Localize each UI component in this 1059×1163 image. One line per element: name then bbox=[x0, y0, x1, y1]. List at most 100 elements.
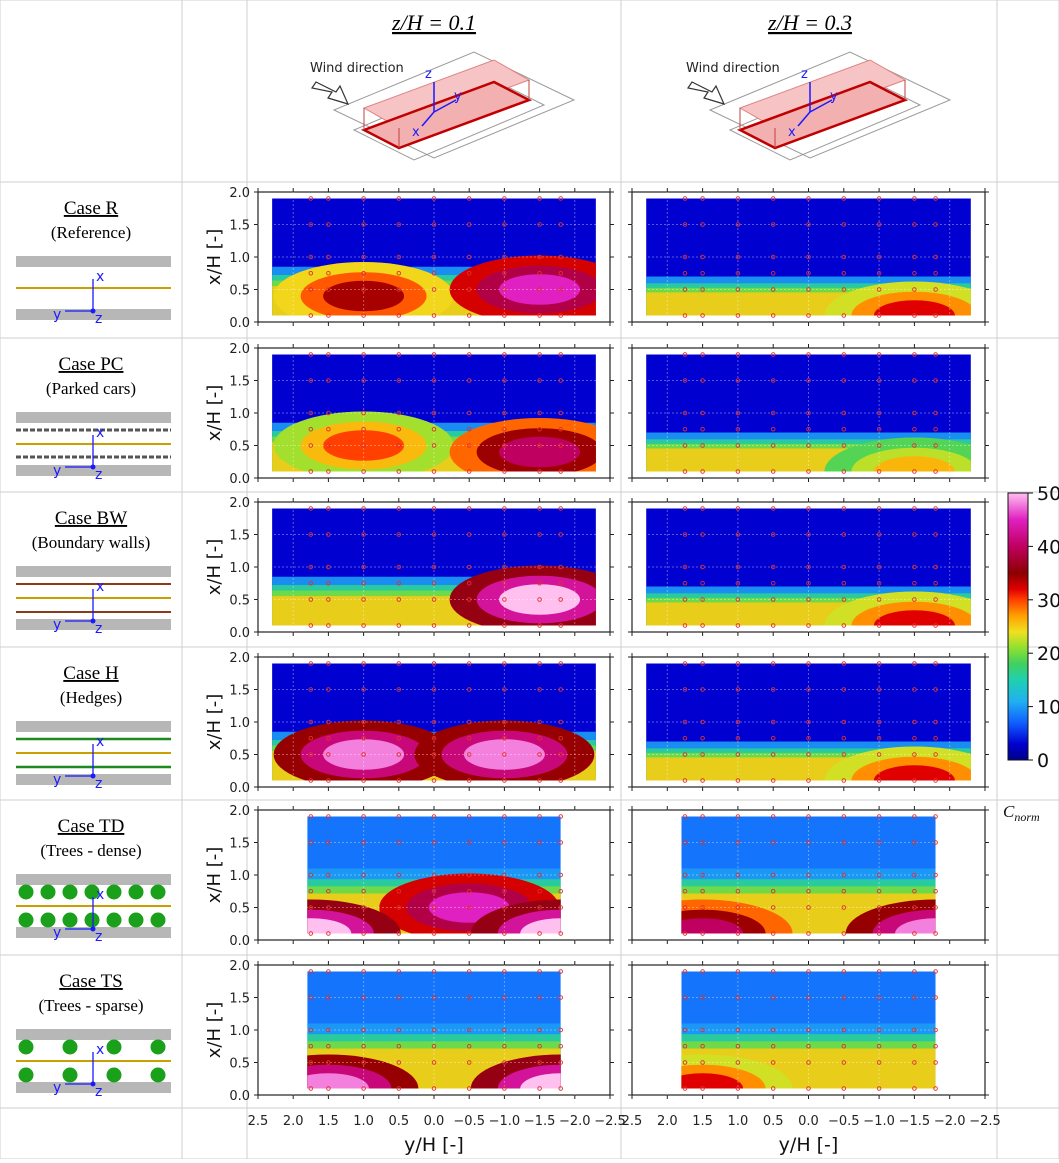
sample-point bbox=[326, 840, 331, 845]
xtick-label: 1.0 bbox=[728, 1114, 749, 1129]
z-axis-label: z bbox=[801, 67, 808, 82]
sample-point bbox=[806, 271, 811, 276]
sample-point bbox=[326, 532, 331, 537]
sample-point bbox=[806, 752, 811, 757]
sample-point bbox=[806, 378, 811, 383]
sample-point bbox=[326, 889, 331, 894]
sample-point bbox=[326, 969, 331, 974]
sample-point bbox=[682, 736, 688, 741]
sample-point bbox=[431, 778, 437, 783]
sample-point bbox=[558, 623, 563, 628]
sample-point bbox=[735, 287, 741, 292]
sample-point bbox=[502, 271, 507, 276]
sample-point bbox=[700, 410, 705, 416]
sample-point bbox=[876, 564, 882, 570]
y-axis-label: y bbox=[53, 772, 61, 788]
heatmap-Case-TS-z0.3 bbox=[628, 961, 989, 1099]
sample-point bbox=[700, 469, 705, 474]
sample-point bbox=[806, 969, 811, 974]
field-peak bbox=[872, 909, 936, 934]
xtick-label: 0.0 bbox=[798, 1114, 819, 1129]
sample-point bbox=[537, 778, 542, 783]
sample-point bbox=[431, 1027, 437, 1033]
sample-point bbox=[558, 736, 563, 741]
sample-point bbox=[396, 564, 402, 570]
sample-point bbox=[502, 352, 507, 357]
sample-point bbox=[431, 872, 437, 878]
sample-point bbox=[933, 736, 938, 741]
sample-point bbox=[308, 532, 314, 537]
ylabel: x/H [-] bbox=[204, 1002, 225, 1059]
sample-point bbox=[841, 532, 847, 537]
sample-point bbox=[502, 597, 507, 602]
sample-point bbox=[876, 995, 882, 1000]
sample-point bbox=[361, 597, 366, 602]
sample-point bbox=[841, 778, 847, 783]
sample-point bbox=[682, 352, 688, 357]
tree-icon bbox=[18, 912, 34, 928]
sample-point bbox=[912, 597, 917, 602]
sample-point bbox=[431, 814, 437, 819]
sample-point bbox=[841, 1060, 847, 1065]
sample-point bbox=[466, 427, 472, 432]
ytick-label: 1.0 bbox=[229, 251, 250, 266]
sample-point bbox=[361, 995, 366, 1000]
sample-point bbox=[806, 222, 811, 227]
sample-point bbox=[876, 287, 882, 292]
sample-point bbox=[396, 872, 402, 878]
sample-point bbox=[361, 313, 366, 318]
sample-point bbox=[806, 905, 811, 910]
sample-point bbox=[682, 623, 688, 628]
sample-point bbox=[537, 872, 542, 878]
z-axis-dot bbox=[90, 464, 96, 470]
z-axis-label: z bbox=[95, 621, 102, 637]
tree-icon bbox=[106, 1067, 122, 1083]
heatmap-field bbox=[307, 971, 561, 1089]
sample-point bbox=[537, 1060, 542, 1065]
sample-point bbox=[770, 840, 776, 845]
ytick-label: 1.0 bbox=[229, 407, 250, 422]
sample-point bbox=[700, 840, 705, 845]
sample-point bbox=[841, 443, 847, 448]
sample-point bbox=[841, 969, 847, 974]
sample-point bbox=[912, 736, 917, 741]
sample-point bbox=[308, 271, 314, 276]
sample-point bbox=[537, 352, 542, 357]
sample-point bbox=[537, 969, 542, 974]
sample-point bbox=[735, 352, 741, 357]
ytick-label: 2.0 bbox=[229, 496, 250, 511]
sample-point bbox=[841, 287, 847, 292]
sample-point bbox=[735, 687, 741, 692]
sample-point bbox=[558, 254, 563, 260]
sample-point bbox=[841, 469, 847, 474]
sample-point bbox=[466, 597, 472, 602]
case-title: Case TS bbox=[59, 971, 123, 992]
building-bottom bbox=[16, 465, 171, 476]
xtick-label: −2.5 bbox=[594, 1114, 626, 1129]
tree-icon bbox=[18, 1067, 34, 1083]
sample-point bbox=[912, 623, 917, 628]
field-peak bbox=[499, 436, 581, 468]
sample-point bbox=[682, 872, 688, 878]
sample-point bbox=[308, 995, 314, 1000]
field-peak bbox=[681, 918, 744, 934]
z-axis-dot bbox=[90, 1081, 96, 1087]
sample-point bbox=[876, 313, 882, 318]
sample-point bbox=[558, 1027, 563, 1033]
sample-point bbox=[466, 532, 472, 537]
sample-point bbox=[933, 443, 938, 448]
sample-point bbox=[396, 736, 402, 741]
sample-point bbox=[912, 814, 917, 819]
wind-arrow-icon bbox=[687, 81, 726, 105]
sample-point bbox=[466, 840, 472, 845]
x-axis-label: x bbox=[96, 579, 104, 595]
sample-point bbox=[682, 532, 688, 537]
sample-point bbox=[431, 564, 437, 570]
sample-point bbox=[700, 581, 705, 586]
sample-point bbox=[537, 840, 542, 845]
sample-point bbox=[770, 313, 776, 318]
sample-point bbox=[502, 254, 507, 260]
case-subtitle: (Hedges) bbox=[60, 688, 122, 707]
sample-point bbox=[558, 532, 563, 537]
heatmap-panels: 0.0 0.5 1.0 1.5 2.0 x/H [-] 0.0 0.5 1.0 1.5 2.0 x/H… bbox=[204, 186, 989, 1104]
